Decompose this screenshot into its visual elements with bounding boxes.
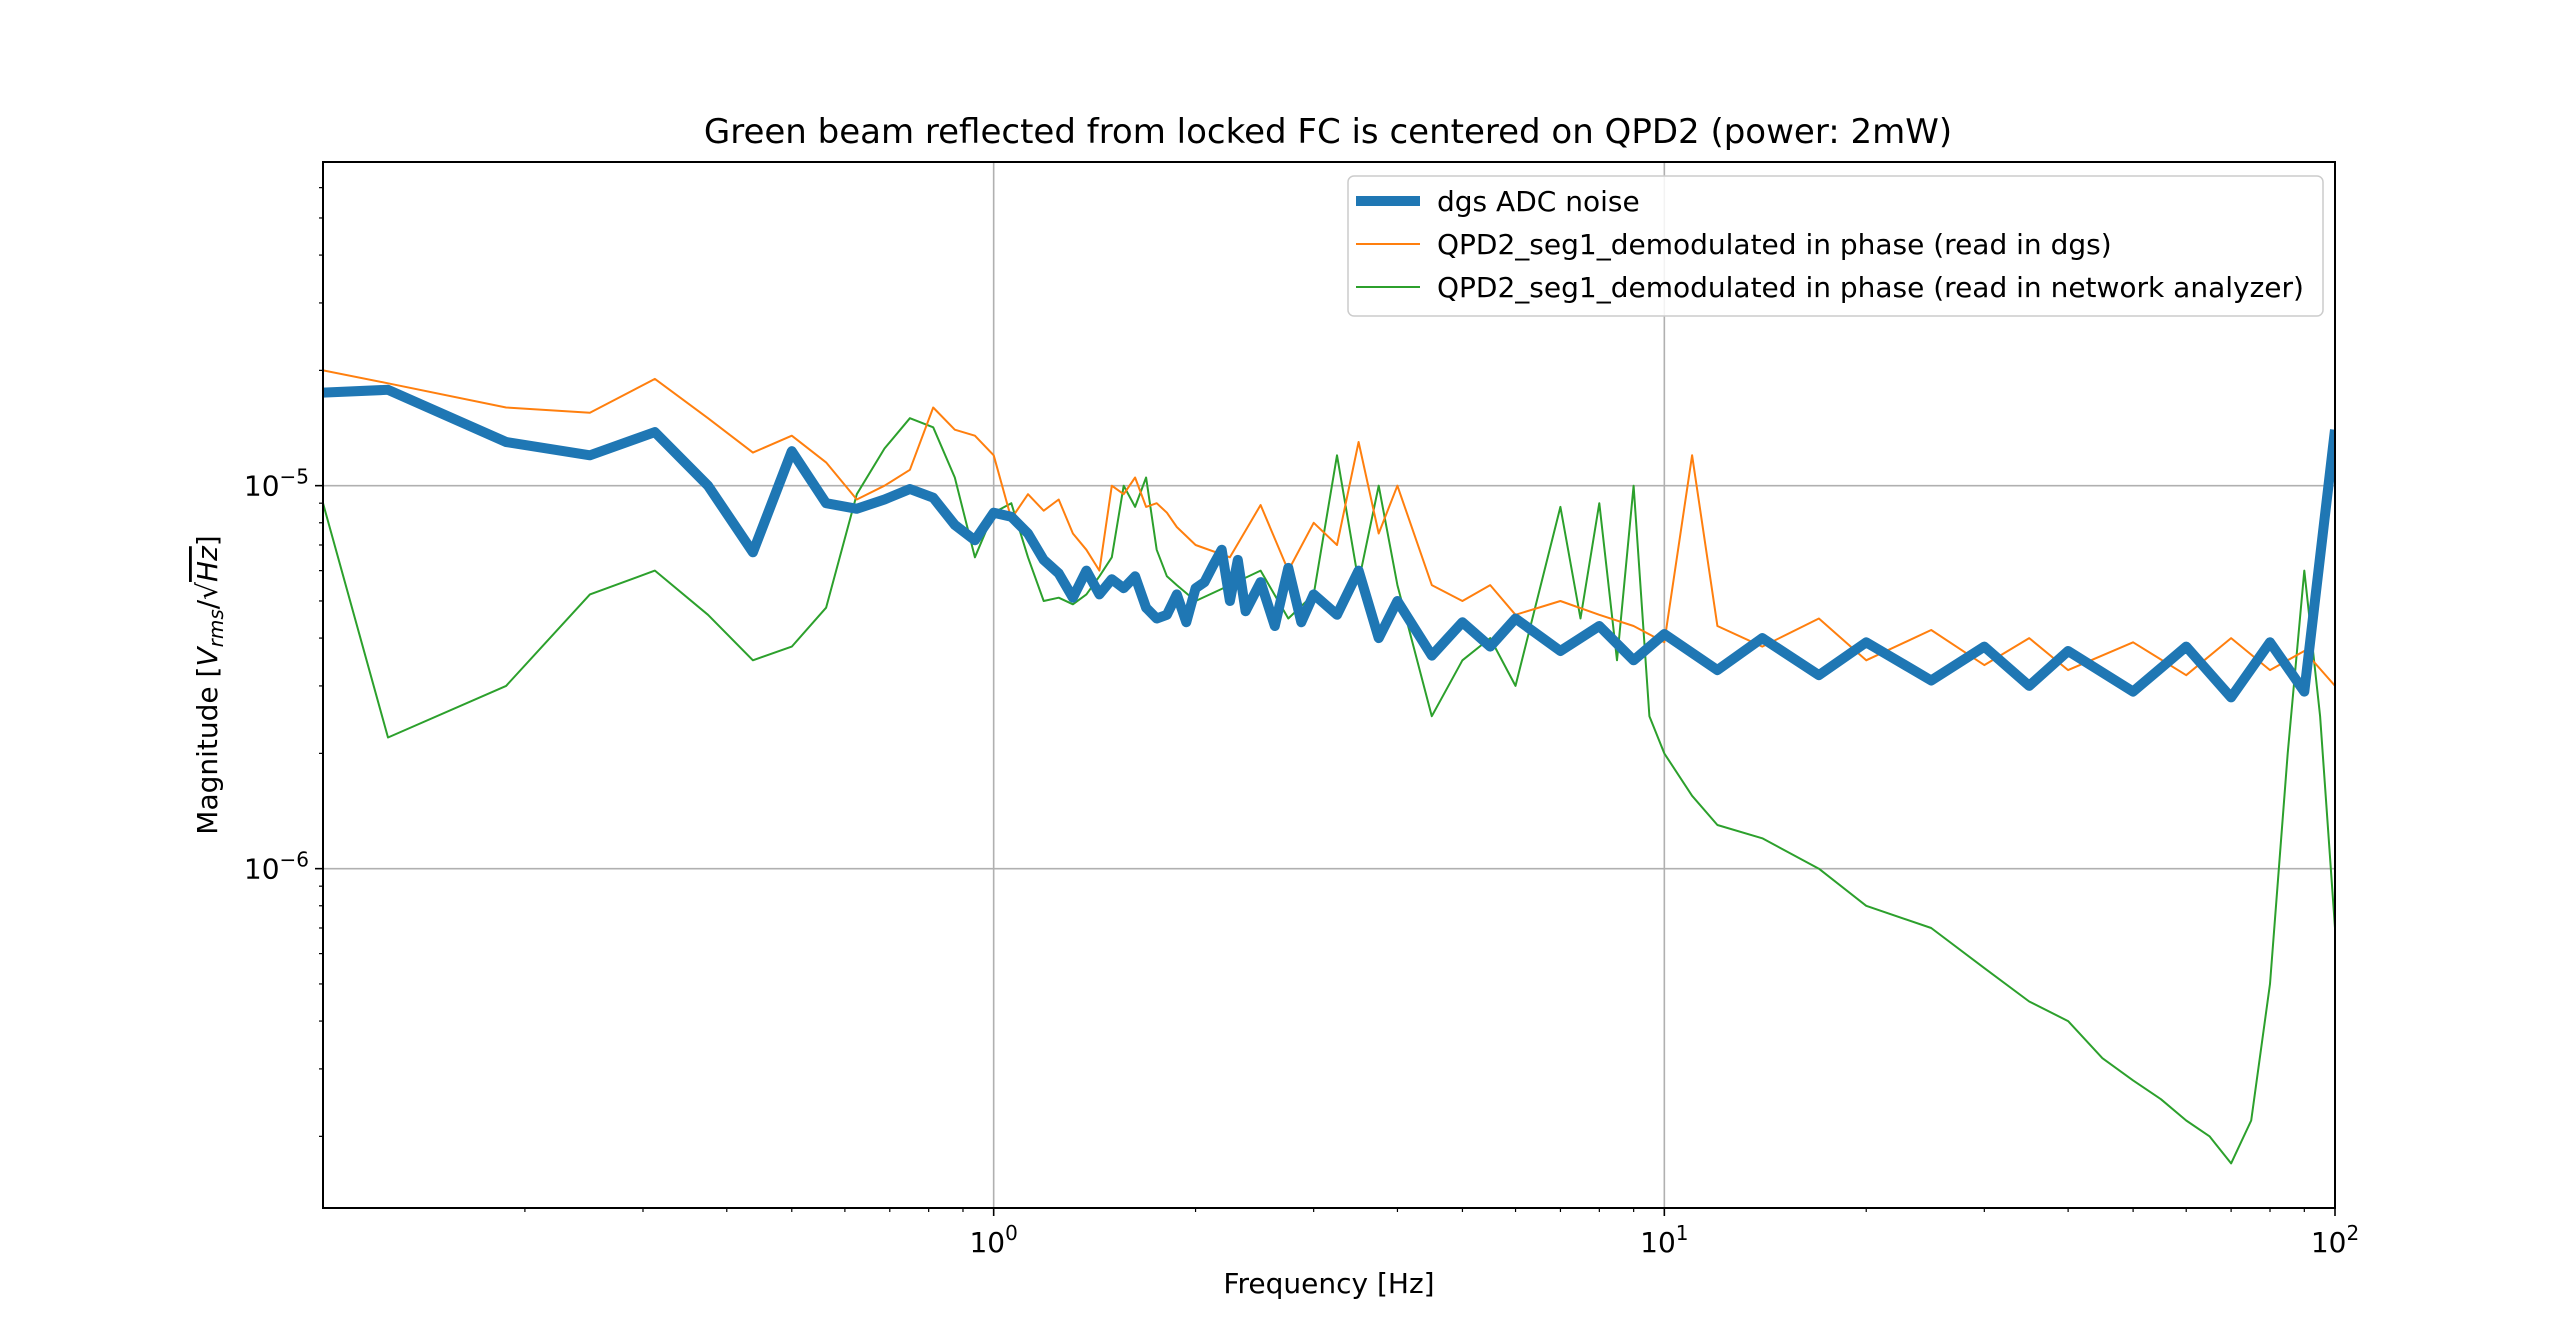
- y-axis-label: Magnitude [Vrms/√Hz]: [191, 535, 228, 834]
- x-axis-label: Frequency [Hz]: [1223, 1267, 1434, 1300]
- y-tick-label-exp: −5: [280, 465, 309, 489]
- y-tick-label-exp: −6: [280, 848, 309, 872]
- legend-label-qpd2-network-analyzer: QPD2_seg1_demodulated in phase (read in …: [1437, 271, 2304, 304]
- legend: dgs ADC noise QPD2_seg1_demodulated in p…: [1347, 175, 2324, 317]
- plot-area: [323, 162, 2335, 1208]
- x-tick-label-base: 10: [969, 1226, 1005, 1259]
- y-axis-label-slash: /: [191, 599, 224, 609]
- axes-frame: [322, 161, 2336, 1209]
- x-tick-label: 100: [969, 1221, 1017, 1259]
- y-tick-label-base: 10: [244, 853, 280, 886]
- y-axis-label-hz: Hz: [191, 545, 224, 582]
- x-tick-label: 102: [2311, 1221, 2359, 1259]
- y-axis-label-sqrt: √: [191, 582, 224, 600]
- x-tick-label: 101: [1640, 1221, 1688, 1259]
- y-axis-label-suffix: ]: [191, 535, 224, 546]
- x-tick-label-base: 10: [2311, 1226, 2347, 1259]
- x-tick-label-exp: 1: [1676, 1221, 1689, 1245]
- series-qpd2-network-analyzer: [323, 417, 2335, 1165]
- x-tick-label-exp: 0: [1005, 1221, 1018, 1245]
- chart-title: Green beam reflected from locked FC is c…: [704, 112, 1952, 152]
- y-tick-label-base: 10: [244, 470, 280, 503]
- y-axis-label-v-sub: rms: [204, 609, 228, 647]
- y-tick-label: 10−6: [244, 848, 309, 886]
- legend-label-dgs-adc-noise: dgs ADC noise: [1437, 185, 1640, 218]
- y-axis-label-prefix: Magnitude [: [191, 667, 224, 835]
- series-dgs-adc-noise: [323, 384, 2335, 703]
- x-tick-label-exp: 2: [2346, 1221, 2359, 1245]
- y-tick-label: 10−5: [244, 465, 309, 503]
- x-tick-label-base: 10: [1640, 1226, 1676, 1259]
- y-axis-label-v: V: [191, 646, 224, 667]
- legend-label-qpd2-dgs: QPD2_seg1_demodulated in phase (read in …: [1437, 228, 2112, 261]
- legend-box: [1347, 175, 2324, 317]
- series-layer: [323, 369, 2335, 1165]
